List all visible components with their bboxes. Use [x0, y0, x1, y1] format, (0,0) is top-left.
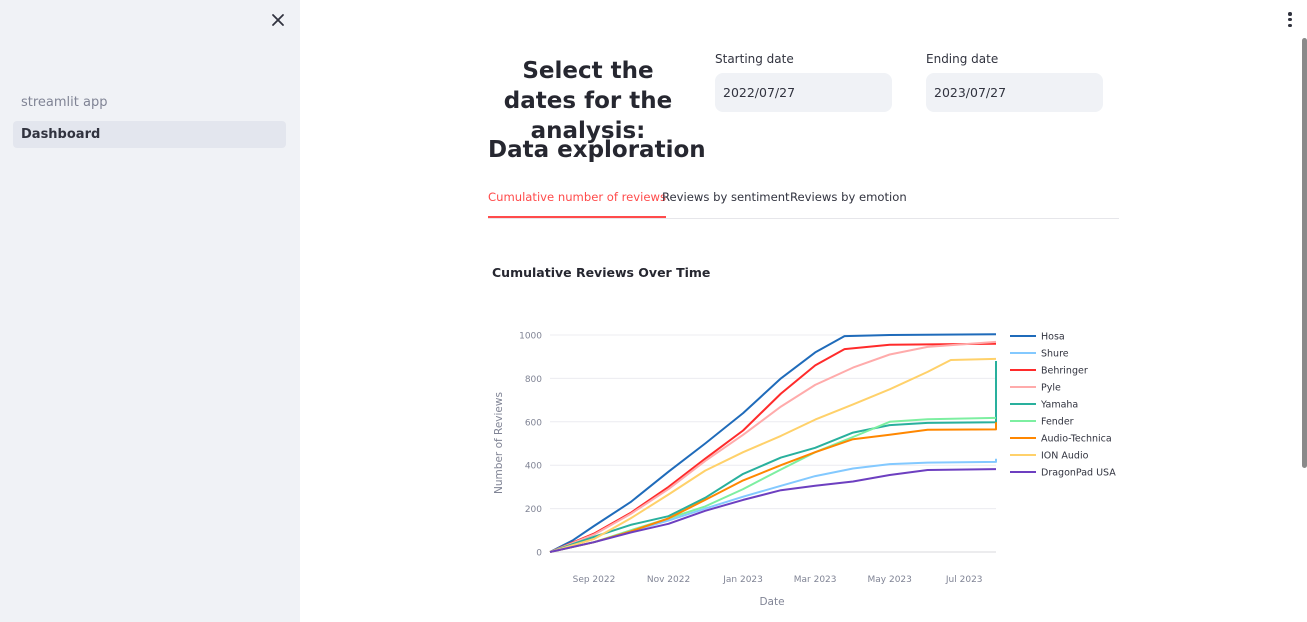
x-tick-label: Nov 2022 [647, 575, 690, 585]
vertical-dots-icon [1287, 12, 1293, 28]
legend-label[interactable]: ION Audio [1041, 451, 1089, 462]
y-tick-label: 600 [525, 418, 542, 428]
series-line-ion-audio[interactable] [549, 357, 997, 553]
x-tick-label: Jan 2023 [722, 575, 763, 585]
close-sidebar-button[interactable] [268, 10, 288, 30]
legend-label[interactable]: Pyle [1041, 383, 1061, 394]
start-date-input[interactable] [715, 73, 892, 112]
nav-link-label: Dashboard [21, 127, 101, 142]
series-line-pyle[interactable] [549, 340, 997, 553]
legend-label[interactable]: Behringer [1041, 366, 1088, 377]
series-line-dragonpad-usa[interactable] [549, 468, 997, 553]
legend-label[interactable]: Audio-Technica [1041, 434, 1112, 445]
tab-bar: Cumulative number of reviews Reviews by … [488, 190, 1119, 219]
end-date-label: Ending date [926, 52, 999, 66]
y-tick-label: 0 [536, 549, 542, 559]
section-title: Data exploration [488, 137, 706, 163]
y-tick-label: 800 [525, 375, 542, 385]
series-line-fender[interactable] [549, 416, 997, 553]
nav-link-label: streamlit app [21, 95, 108, 110]
legend-label[interactable]: DragonPad USA [1041, 468, 1116, 479]
y-tick-label: 1000 [519, 332, 542, 342]
y-tick-label: 400 [525, 462, 542, 472]
x-tick-label: Jul 2023 [945, 575, 983, 585]
nav-link-streamlit-app[interactable]: streamlit app [13, 89, 286, 116]
chart-title: Cumulative Reviews Over Time [492, 265, 710, 280]
scrollbar[interactable] [1302, 38, 1307, 468]
end-date-input[interactable] [926, 73, 1103, 112]
close-icon [272, 14, 284, 26]
legend-label[interactable]: Fender [1041, 417, 1074, 428]
x-tick-label: Sep 2022 [573, 575, 616, 585]
tab-reviews-by-emotion[interactable]: Reviews by emotion [790, 190, 907, 204]
tab-reviews-by-sentiment[interactable]: Reviews by sentiment [662, 190, 790, 204]
x-tick-label: May 2023 [868, 575, 912, 585]
sidebar: streamlit app Dashboard [0, 0, 300, 622]
x-axis-label: Date [759, 596, 784, 608]
cumulative-reviews-chart: Cumulative Reviews Over Time 0 200 400 600 8… [492, 265, 1116, 608]
legend-label[interactable]: Yamaha [1040, 400, 1078, 411]
main-menu-button[interactable] [1287, 12, 1293, 28]
series-line-yamaha[interactable] [549, 361, 997, 553]
y-tick-label: 200 [525, 505, 542, 515]
y-axis-label: Number of Reviews [493, 392, 505, 494]
series-line-hosa[interactable] [549, 333, 997, 553]
legend-label[interactable]: Hosa [1041, 332, 1065, 343]
series-line-audio-technica[interactable] [549, 422, 997, 553]
legend-label[interactable]: Shure [1041, 349, 1069, 360]
start-date-label: Starting date [715, 52, 794, 66]
tab-cumulative-reviews[interactable]: Cumulative number of reviews [488, 190, 667, 218]
x-tick-label: Mar 2023 [794, 575, 837, 585]
date-selector-title: Select the dates for the analysis: [503, 58, 673, 144]
nav-link-dashboard[interactable]: Dashboard [13, 121, 286, 148]
